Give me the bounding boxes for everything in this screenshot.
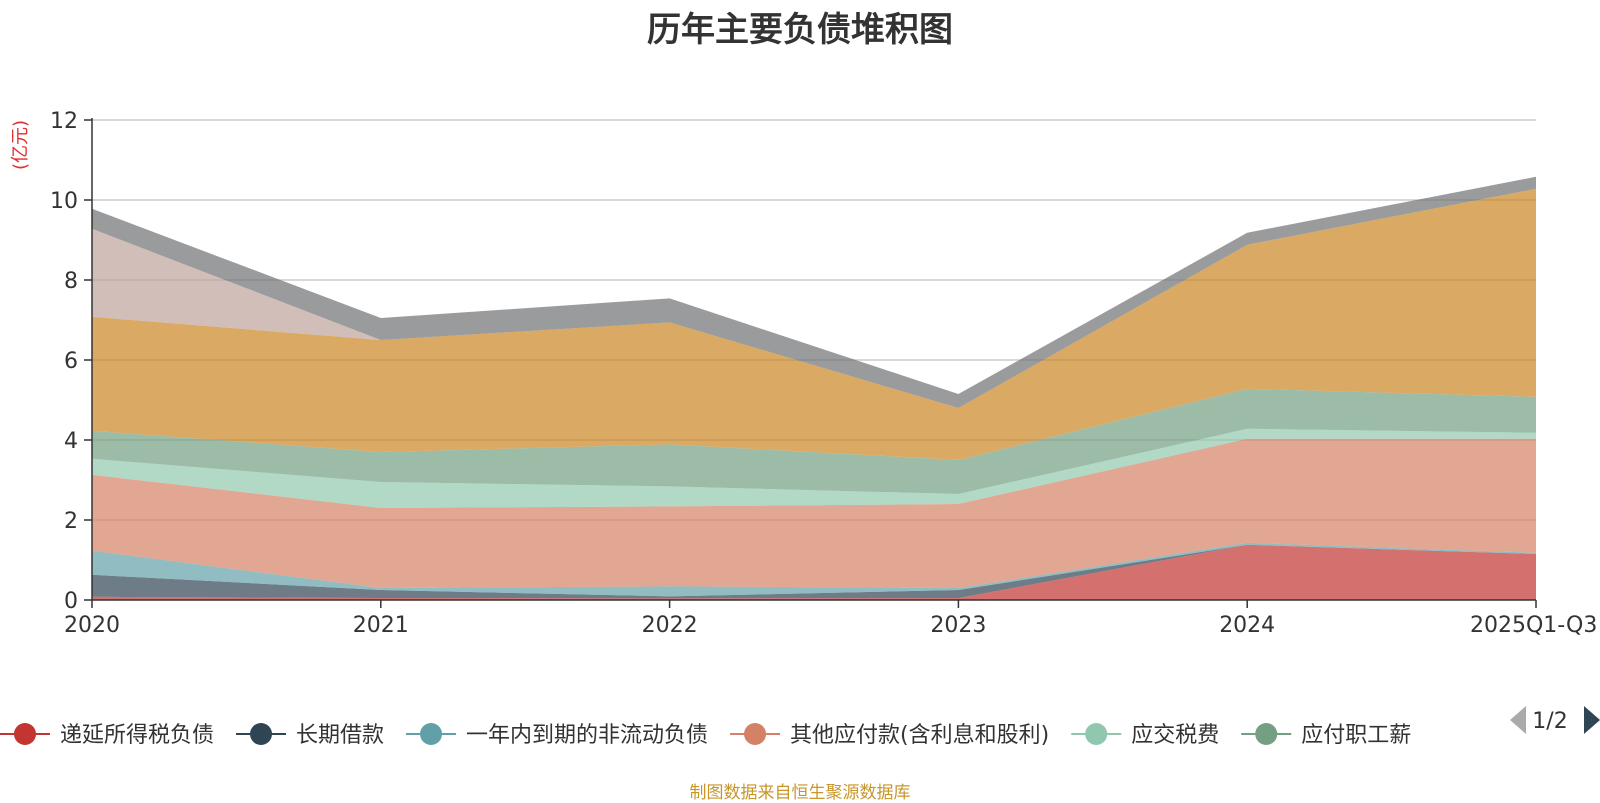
y-tick-label: 2 — [64, 509, 78, 534]
legend-page-indicator: 1/2 — [1532, 709, 1567, 734]
legend-label: 其他应付款(含利息和股利) — [790, 723, 1049, 748]
legend-marker — [1085, 723, 1108, 745]
area-series-0 — [92, 544, 1536, 600]
legend-marker — [744, 723, 767, 745]
legend-item[interactable]: 一年内到期的非流动负债 — [406, 723, 708, 748]
legend-marker — [420, 723, 443, 745]
legend-next-page-arrow[interactable] — [1584, 706, 1600, 734]
y-tick-label: 12 — [50, 109, 78, 134]
y-tick-label: 8 — [64, 269, 78, 294]
legend-label: 一年内到期的非流动负债 — [466, 723, 708, 748]
y-tick-label: 6 — [64, 349, 78, 374]
area-series-6 — [92, 188, 1536, 461]
legend: 1/2 递延所得税负债 长期借款 一年内到期的非流动负债 其他应付款(含利息和股利) 应… — [0, 706, 1600, 748]
legend-item[interactable]: 应付职工薪 — [1241, 723, 1411, 748]
legend-item[interactable]: 长期借款 — [236, 723, 384, 748]
x-tick-label: 2021 — [353, 613, 409, 638]
area-series-5 — [92, 388, 1536, 494]
legend-prev-page-arrow[interactable] — [1510, 706, 1526, 734]
x-tick-label: 2024 — [1219, 613, 1275, 638]
data-source-note: 制图数据来自恒生聚源数据库 — [689, 783, 911, 803]
legend-item[interactable]: 递延所得税负债 — [0, 723, 214, 748]
x-tick-label: 2025Q1-Q3 — [1470, 613, 1597, 638]
y-axis-unit-label: (亿元) — [10, 120, 31, 170]
legend-marker — [1255, 723, 1278, 745]
area-series-4 — [92, 428, 1536, 508]
area-series-3 — [92, 438, 1536, 588]
legend-marker — [14, 723, 36, 745]
chart-title: 历年主要负债堆积图 — [647, 10, 953, 50]
legend-label: 长期借款 — [296, 723, 384, 748]
stacked-areas — [92, 176, 1536, 600]
legend-label: 应付职工薪 — [1301, 723, 1411, 748]
axes: (亿元) 0 2 4 6 8 10 12 2020 2021 2022 2023 2024 2025Q1… — [10, 109, 1597, 638]
x-tick-label: 2020 — [64, 613, 120, 638]
area-series-1 — [92, 544, 1536, 599]
legend-marker — [250, 723, 273, 745]
legend-item[interactable]: 其他应付款(含利息和股利) — [730, 723, 1049, 748]
area-series-2 — [92, 542, 1536, 597]
x-tick-label: 2022 — [642, 613, 698, 638]
y-tick-label: 4 — [64, 429, 78, 454]
legend-label: 应交税费 — [1131, 723, 1219, 748]
legend-item[interactable]: 应交税费 — [1071, 723, 1219, 748]
legend-label: 递延所得税负债 — [60, 723, 214, 748]
x-tick-label: 2023 — [930, 613, 986, 638]
y-tick-label: 0 — [64, 589, 78, 614]
area-series-8 — [92, 176, 1536, 408]
y-tick-label: 10 — [50, 189, 78, 214]
